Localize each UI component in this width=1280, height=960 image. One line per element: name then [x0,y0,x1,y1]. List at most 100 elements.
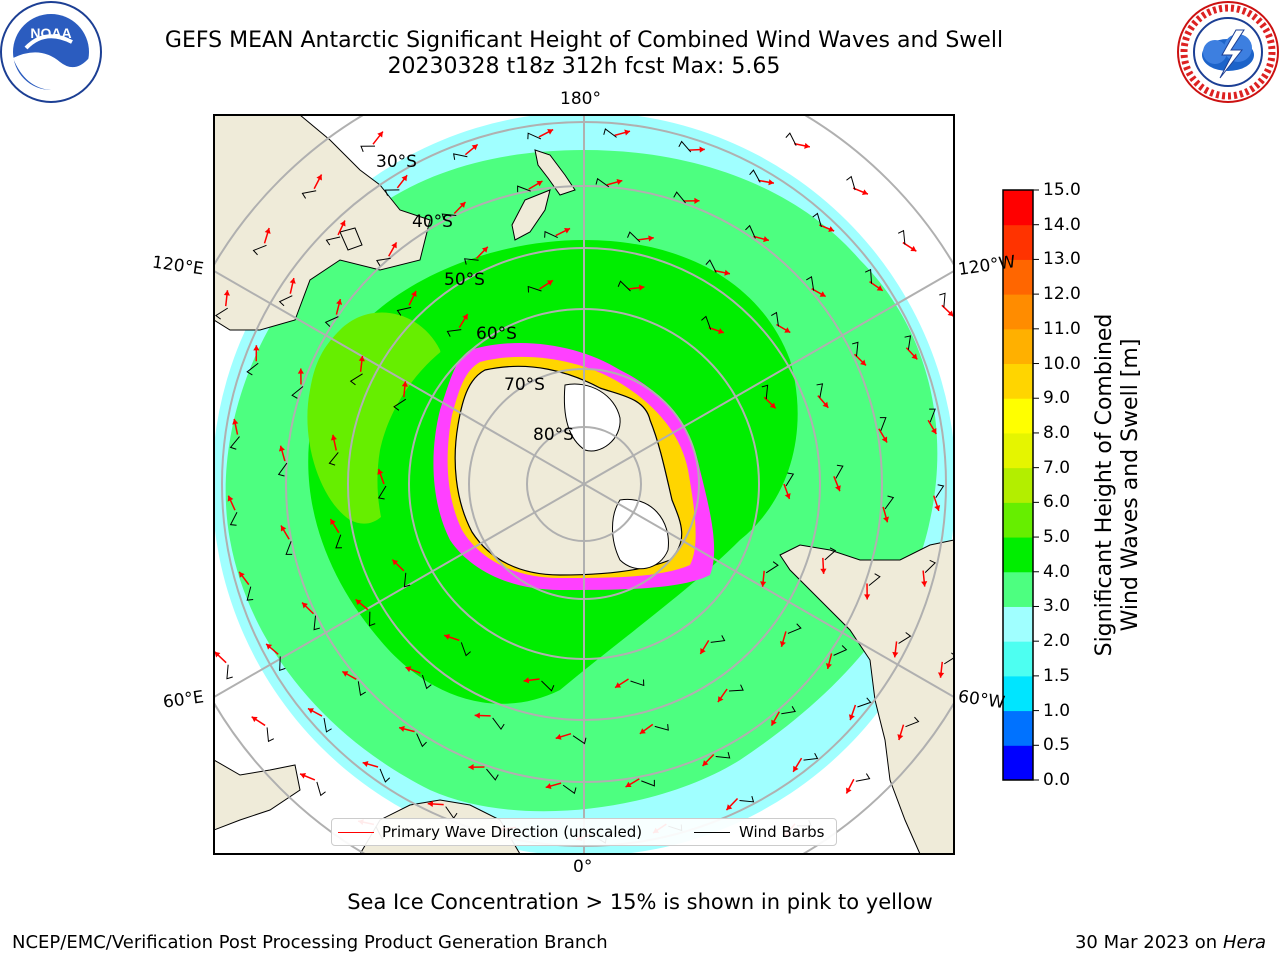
wave-arrow-head [848,714,855,721]
colorbar-bin [1003,606,1033,642]
wind-barb [544,230,558,239]
wave-arrow-head [564,227,571,234]
wind-barb [765,561,779,574]
wind-barb [864,268,873,284]
wave-arrow-head [819,291,826,297]
wave-arrow-head [835,485,841,492]
wave-arrow-head [401,175,408,182]
wave-arrow-head [779,641,786,647]
wave-arrow-head [828,226,835,232]
wave-arrow-head [468,764,474,771]
wind-barbs [214,128,954,844]
wave-arrow-head [648,235,654,242]
wave-arrow-head [639,728,646,734]
wave-direction-swatch [338,832,374,833]
wave-arrow-head [768,179,774,186]
colorbar-bin [1003,502,1033,538]
sea-ice-note: Sea Ice Concentration > 15% is shown in … [347,890,933,914]
wind-barb [453,153,468,160]
wind-barb [673,191,686,204]
wind-barb [527,132,542,140]
wind-barb [879,417,887,431]
wind-barb [835,464,844,479]
colorbar-frame [1002,189,1034,781]
wind-barb [416,733,427,748]
wave-arrow-head [399,725,405,732]
weddell-ice-shelf [612,498,669,570]
wave-arrow-head [474,712,480,719]
wave-arrow-head [724,269,730,276]
wave-arrow-head [771,719,777,726]
wind-barb [935,484,945,498]
australia-land [214,115,431,331]
wind-barb [421,674,432,690]
legend-barb-label: Wind Barbs [739,823,825,841]
wave-arrow-head [523,677,530,684]
wind-barb [446,329,462,337]
wave-arrow-head [377,131,383,138]
colorbar-bin [1003,259,1033,295]
wave-arrow-head [214,651,221,658]
wind-barb [517,185,531,193]
colorbar-bin [1003,537,1033,573]
colorbar-tick-label: 15.0 [1043,180,1081,200]
wind-barb [617,280,631,292]
graticule [214,115,954,854]
tasmania-land [339,227,363,251]
wind-barb [541,680,555,692]
wave-arrow-head [266,643,273,650]
wave-arrow-head [763,236,769,243]
wave-arrow-head [911,353,918,360]
wave-arrow-head [846,787,852,794]
wind-barb [654,724,669,731]
wind-barb [857,697,872,708]
map-area [214,115,954,854]
wave-arrow-head [804,142,810,149]
wind-barb [324,316,339,327]
colorbar-tick-label: 0.0 [1043,770,1071,790]
colorbar-tick-label: 8.0 [1043,422,1071,443]
wave-arrow-head [694,197,700,204]
wind-barb [904,335,912,350]
wave-arrow-head [934,505,941,511]
wind-barb [905,716,920,728]
wind-barb [785,472,795,487]
colorbar-tick-label: 11.0 [1043,318,1081,339]
wave-arrow-head [355,599,362,606]
wind-barb [729,684,744,692]
colorbar-bin [1003,224,1033,260]
wind-barb [246,362,259,376]
wind-barb [313,615,320,631]
wind-barb [377,485,387,500]
wind-barb [771,311,779,327]
wind-barb [335,534,342,549]
wave-arrow-head [227,495,234,502]
wave-arrow-head [547,129,554,135]
wind-barb [349,373,363,386]
wave-arrow-head [638,284,645,291]
wind-barb [816,383,824,398]
lat-label-50s: 50°S [444,270,485,290]
wave-arrow-head [289,278,296,284]
wave-arrow-head [555,733,562,740]
footer-date: 30 Mar 2023 on Hera [1075,932,1266,953]
noaa-logo-text: NOAA [30,25,71,41]
colorbar-tick-label: 2.0 [1043,631,1071,652]
wave-arrow-head [239,571,245,578]
wind-barb [301,190,317,199]
wave-arrow-head [462,313,468,320]
colorbar-bin [1003,432,1033,469]
wave-arrow-head [280,525,287,532]
wave-arrow-head [881,436,888,443]
colorbar-bin [1003,571,1033,607]
madagascar-land [214,759,301,831]
wind-barb [705,259,717,273]
wind-barb [855,773,871,782]
wave-arrow-head [860,359,866,366]
wave-arrow-head [862,189,868,196]
wave-arrow-head [459,202,466,208]
wave-arrow-head [401,381,408,387]
wave-arrow-head [391,242,397,249]
wave-arrow-head [471,144,478,151]
wave-arrow-head [278,445,285,452]
